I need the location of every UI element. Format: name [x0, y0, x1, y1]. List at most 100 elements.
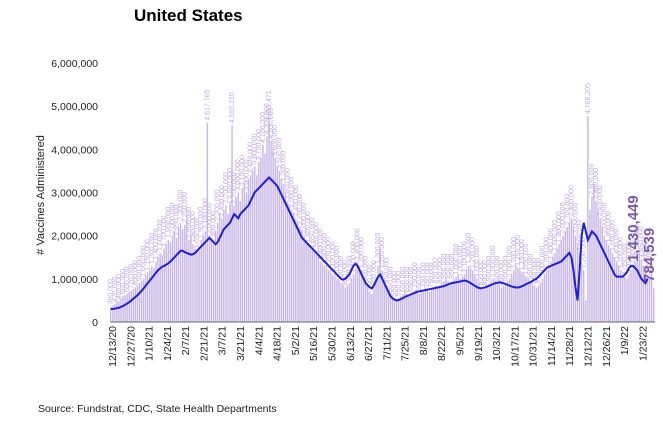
bar — [142, 278, 145, 322]
x-tick-label: 8/22/21 — [436, 326, 448, 361]
bar — [216, 222, 219, 322]
x-tick-label: 1/23/22 — [637, 326, 649, 361]
bar — [469, 268, 472, 322]
bar — [208, 235, 211, 322]
x-tick-label: 5/2/21 — [290, 326, 302, 355]
bar — [295, 218, 297, 322]
bar — [513, 270, 515, 322]
bar-value-label: 4,555,310 — [229, 92, 236, 123]
bar — [342, 285, 344, 322]
bar — [348, 283, 351, 322]
bar — [223, 209, 225, 322]
bar — [393, 298, 396, 322]
bar — [408, 296, 410, 322]
bar-value-label: 4,200,000 — [268, 107, 275, 138]
bar — [114, 303, 116, 322]
bar — [311, 250, 313, 322]
bar — [293, 214, 295, 322]
bar — [560, 239, 562, 322]
bar-value-label: 1,150,000 — [145, 239, 152, 270]
bar — [118, 301, 120, 322]
bar — [591, 196, 593, 322]
bar — [116, 300, 118, 322]
bar — [130, 290, 133, 322]
bar-value-label: 1,300,000 — [375, 233, 382, 264]
bar — [338, 280, 340, 322]
x-tick-label: 12/12/21 — [583, 326, 595, 367]
bar-value-label: 1,400,000 — [548, 228, 555, 259]
x-tick-label: 9/5/21 — [454, 326, 466, 355]
bar — [241, 188, 244, 322]
bar-value-label: 1,650,000 — [194, 218, 201, 249]
bar-value-label: 1,300,000 — [466, 233, 473, 264]
bar — [317, 257, 320, 322]
bar — [605, 239, 608, 322]
bar-value-label: 4,617,765 — [204, 89, 211, 120]
bar — [323, 265, 326, 322]
bar — [626, 278, 628, 322]
bar-value-label: 800,000 — [482, 260, 489, 285]
bar — [225, 205, 227, 322]
bar — [486, 285, 488, 322]
bar — [531, 283, 534, 322]
bar — [280, 179, 283, 322]
bar — [375, 278, 377, 322]
bar-value-label: 1,400,000 — [614, 228, 621, 259]
bar — [535, 287, 538, 322]
bar-value-label: 420,000 — [112, 276, 119, 301]
bar-value-label: 1,800,000 — [556, 211, 563, 242]
bar — [628, 274, 630, 322]
bar — [587, 116, 589, 322]
bar-value-label: 2,250,000 — [182, 192, 189, 223]
bar — [389, 293, 392, 322]
bar — [494, 280, 497, 322]
bar — [239, 201, 242, 322]
bar — [381, 270, 383, 322]
bar — [404, 291, 406, 322]
bar-value-label: 2,000,000 — [601, 202, 608, 233]
bar — [529, 280, 531, 322]
bar-value-label: 800,000 — [478, 260, 485, 285]
bar — [455, 276, 457, 322]
bar-value-label: 2,400,000 — [293, 185, 300, 216]
bar-value-label: 1,000,000 — [334, 246, 341, 277]
bar — [266, 136, 268, 322]
x-tick-label: 1/10/21 — [144, 326, 156, 361]
bar — [177, 227, 180, 322]
bar — [194, 248, 196, 322]
y-tick-label: 6,000,000 — [51, 58, 98, 70]
bar — [151, 265, 153, 322]
bar — [219, 214, 221, 322]
bar — [126, 293, 128, 322]
bar — [434, 285, 437, 322]
bar — [548, 265, 550, 322]
bar — [362, 278, 365, 322]
bar — [418, 293, 420, 322]
bar — [138, 283, 141, 322]
bar — [453, 278, 455, 322]
bar-value-label: 1,900,000 — [186, 207, 193, 238]
bar — [134, 287, 137, 322]
bar — [498, 285, 501, 322]
bar-value-label: 1,200,000 — [544, 237, 551, 268]
bar — [262, 145, 264, 322]
bar — [502, 285, 505, 322]
bar — [319, 261, 322, 322]
bar-value-label: 1,000,000 — [457, 246, 464, 277]
bar — [190, 235, 192, 322]
bar-value-label: 2,200,000 — [297, 194, 304, 225]
bar — [642, 265, 645, 322]
bar — [165, 244, 167, 322]
bar-value-label: 1,200,000 — [642, 237, 649, 268]
bar-value-label: 1,000,000 — [474, 246, 481, 277]
bar — [309, 248, 311, 322]
bar-value-label: 550,000 — [392, 271, 399, 296]
bar — [227, 214, 229, 322]
bar-value-label: 4,768,205 — [585, 83, 592, 114]
bar — [527, 278, 529, 322]
bar — [186, 218, 188, 322]
y-tick-label: 1,000,000 — [51, 274, 98, 286]
bar — [523, 274, 525, 322]
bar-value-label: 1,400,000 — [153, 228, 160, 259]
bar-value-label: 650,000 — [387, 267, 394, 292]
